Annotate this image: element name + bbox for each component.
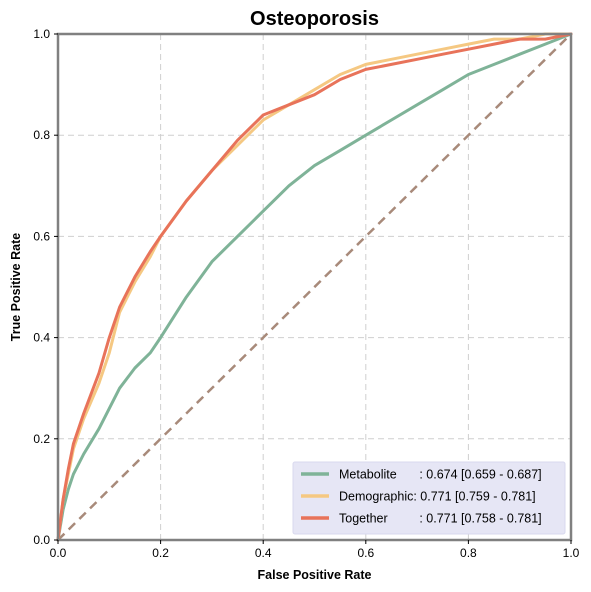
series-line-together (56, 32, 573, 542)
chance-diagonal-line (57, 33, 572, 541)
y-axis-title: True Positive Rate (9, 233, 23, 341)
x-tick-label: 0.4 (255, 546, 272, 560)
series-line-demographic (56, 32, 573, 542)
tick-layer: 0.0 0.2 0.4 0.6 0.8 1.0 0.0 0.2 0.4 0.6 0.8 1.0 (33, 27, 579, 560)
legend-series-metric: : 0.674 [0.659 - 0.687] (419, 468, 541, 482)
legend-series-metric: : 0.771 [0.759 - 0.781] (413, 490, 535, 504)
legend: Metabolite : 0.674 [0.659 - 0.687] Demogra… (292, 461, 566, 535)
y-tick-label: 0.0 (33, 533, 50, 547)
legend-series-metric: : 0.771 [0.758 - 0.781] (419, 512, 541, 526)
x-tick-label: 0.0 (50, 546, 67, 560)
y-tick-label: 0.4 (33, 331, 50, 345)
chart-title: Osteoporosis (250, 8, 379, 30)
y-tick-label: 1.0 (33, 27, 50, 41)
legend-series-name: Metabolite (339, 468, 397, 482)
x-axis-title: False Positive Rate (258, 568, 372, 582)
y-tick-label: 0.2 (33, 432, 50, 446)
y-tick-label: 0.8 (33, 128, 50, 142)
x-tick-label: 0.6 (357, 546, 374, 560)
y-tick-label: 0.6 (33, 229, 50, 243)
legend-box (292, 461, 566, 535)
x-tick-label: 1.0 (563, 546, 580, 560)
diagonal-layer (57, 33, 572, 541)
x-tick-label: 0.8 (460, 546, 477, 560)
legend-series-name: Together (339, 512, 388, 526)
series-line-metabolite (56, 32, 573, 542)
series-layer (56, 32, 573, 542)
plot-frame (56, 32, 573, 542)
x-tick-label: 0.2 (152, 546, 169, 560)
legend-series-name: Demographic (339, 490, 413, 504)
